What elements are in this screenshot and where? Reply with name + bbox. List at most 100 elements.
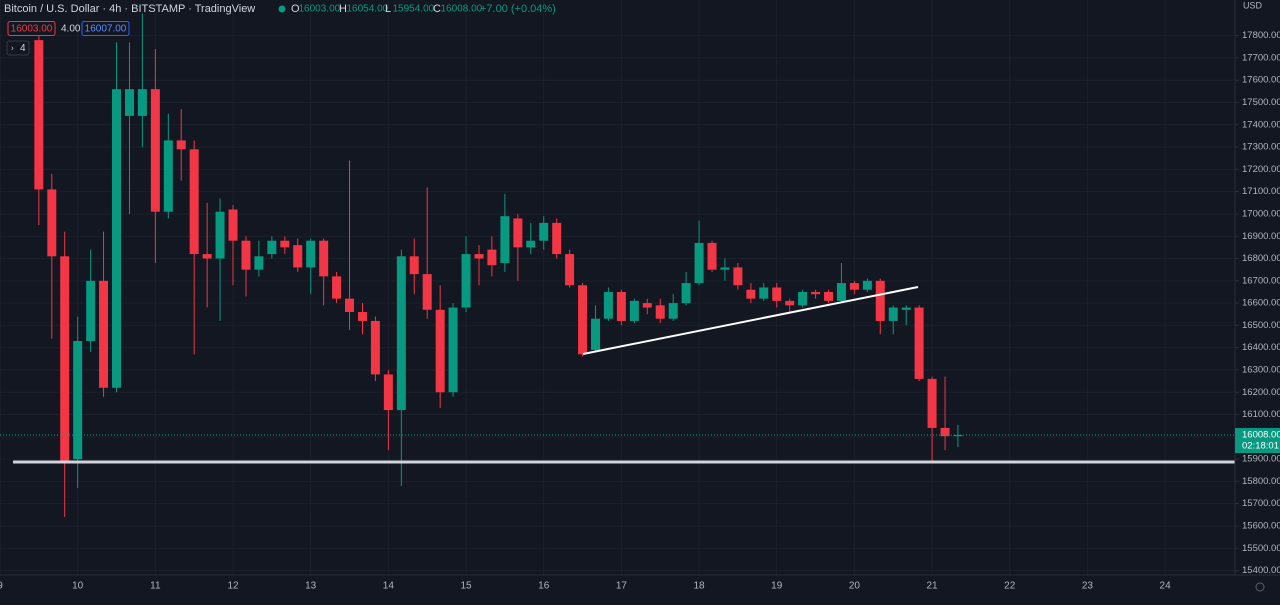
candle-body — [241, 240, 251, 270]
candle-body — [267, 240, 277, 255]
indicator-count[interactable]: 4 — [20, 43, 26, 54]
trend-line[interactable] — [582, 286, 919, 355]
ohlc-key: L — [385, 3, 391, 15]
candle-body — [306, 240, 316, 268]
candle-body — [396, 256, 406, 411]
buy-box[interactable] — [81, 21, 130, 36]
candle-body — [500, 216, 510, 263]
y-tick-label: 16900.00 — [1242, 231, 1280, 242]
countdown: 02:18:01 — [1242, 441, 1279, 452]
x-tick-label: 13 — [305, 581, 317, 592]
ohlc-value: 16008.00 — [441, 4, 483, 15]
candle-body — [694, 242, 704, 284]
y-tick-label: 16200.00 — [1242, 387, 1280, 398]
ohlc-value: 16003.00 — [299, 4, 341, 15]
buy-price[interactable]: 16007.00 — [85, 24, 127, 35]
candle-body — [202, 254, 212, 259]
candle-body — [655, 305, 665, 319]
ohlc-value: 15954.00 — [393, 4, 435, 15]
candle-body — [849, 283, 859, 290]
candle-body — [720, 267, 730, 270]
candle-body — [668, 303, 678, 319]
candle-body — [785, 300, 795, 306]
candle-body — [112, 89, 122, 388]
candle-body — [824, 291, 834, 301]
candle-body — [280, 240, 290, 248]
x-tick-label: 14 — [383, 581, 395, 592]
x-tick-label: 24 — [1160, 581, 1172, 592]
x-tick-label: 11 — [150, 581, 161, 592]
candle-body — [319, 240, 329, 277]
candle-body — [914, 307, 924, 379]
y-tick-label: 17700.00 — [1242, 52, 1280, 63]
y-tick-label: 16100.00 — [1242, 409, 1280, 420]
settings-icon[interactable] — [1255, 582, 1265, 592]
candle-body — [189, 149, 199, 255]
candle-body — [47, 189, 57, 257]
sell-box[interactable] — [7, 21, 56, 36]
candle-body — [461, 254, 471, 308]
y-tick-label: 17100.00 — [1242, 186, 1280, 197]
candle-body — [526, 240, 536, 248]
y-tick-label: 17400.00 — [1242, 119, 1280, 130]
candle-body — [578, 285, 588, 355]
y-tick-label: 15400.00 — [1242, 565, 1280, 576]
x-tick-label: 21 — [927, 581, 939, 592]
candle-body — [746, 289, 756, 299]
candle-body — [603, 291, 613, 319]
y-tick-label: 17800.00 — [1242, 30, 1280, 41]
symbol-title[interactable]: Bitcoin / U.S. Dollar · 4h · BITSTAMP · … — [4, 3, 255, 15]
candle-body — [733, 267, 743, 286]
x-tick-label: 23 — [1082, 581, 1094, 592]
x-tick-label: 12 — [227, 581, 239, 592]
candle-body — [332, 276, 342, 299]
indicator-toggle[interactable] — [6, 40, 30, 56]
x-tick-label: 20 — [849, 581, 861, 592]
candle-body — [73, 340, 83, 460]
candle-body — [176, 140, 186, 150]
y-tick-label: 15900.00 — [1242, 454, 1280, 465]
candle-body — [383, 374, 393, 411]
x-tick-label: 16 — [538, 581, 550, 592]
candle-body — [435, 309, 445, 393]
y-tick-label: 16400.00 — [1242, 342, 1280, 353]
candle-body — [293, 245, 303, 268]
candle-body — [836, 283, 846, 301]
candle-body — [862, 280, 872, 290]
candle-body — [591, 318, 601, 350]
candle-body — [552, 222, 562, 255]
candle-body — [875, 280, 885, 321]
candle-body — [357, 312, 367, 321]
ohlc-key: C — [433, 3, 441, 15]
candle-body — [539, 222, 549, 241]
candle-body — [448, 307, 458, 393]
candle-body — [629, 300, 639, 321]
candle-body — [137, 89, 147, 116]
y-tick-label: 15600.00 — [1242, 520, 1280, 531]
candle-body — [422, 274, 432, 310]
market-status-dot — [278, 5, 286, 13]
y-tick-label: 17200.00 — [1242, 164, 1280, 175]
x-tick-label: 10 — [72, 581, 84, 592]
candle-body — [163, 140, 173, 212]
candle-body — [565, 254, 575, 286]
y-tick-label: 17000.00 — [1242, 208, 1280, 219]
y-tick-label: 16500.00 — [1242, 320, 1280, 331]
candle-body — [927, 378, 937, 428]
currency-label[interactable]: USD — [1243, 0, 1263, 10]
candle-body — [34, 40, 44, 190]
candle-body — [681, 283, 691, 304]
y-tick-label: 17500.00 — [1242, 97, 1280, 108]
y-tick-label: 16300.00 — [1242, 364, 1280, 375]
spread: 4.00 — [61, 24, 81, 35]
indicator-chevron[interactable]: › — [11, 44, 14, 53]
x-tick-label: 18 — [693, 581, 705, 592]
sell-price[interactable]: 16003.00 — [11, 24, 53, 35]
candles — [34, 13, 963, 518]
candle-body — [901, 307, 911, 310]
y-tick-label: 15700.00 — [1242, 498, 1280, 509]
